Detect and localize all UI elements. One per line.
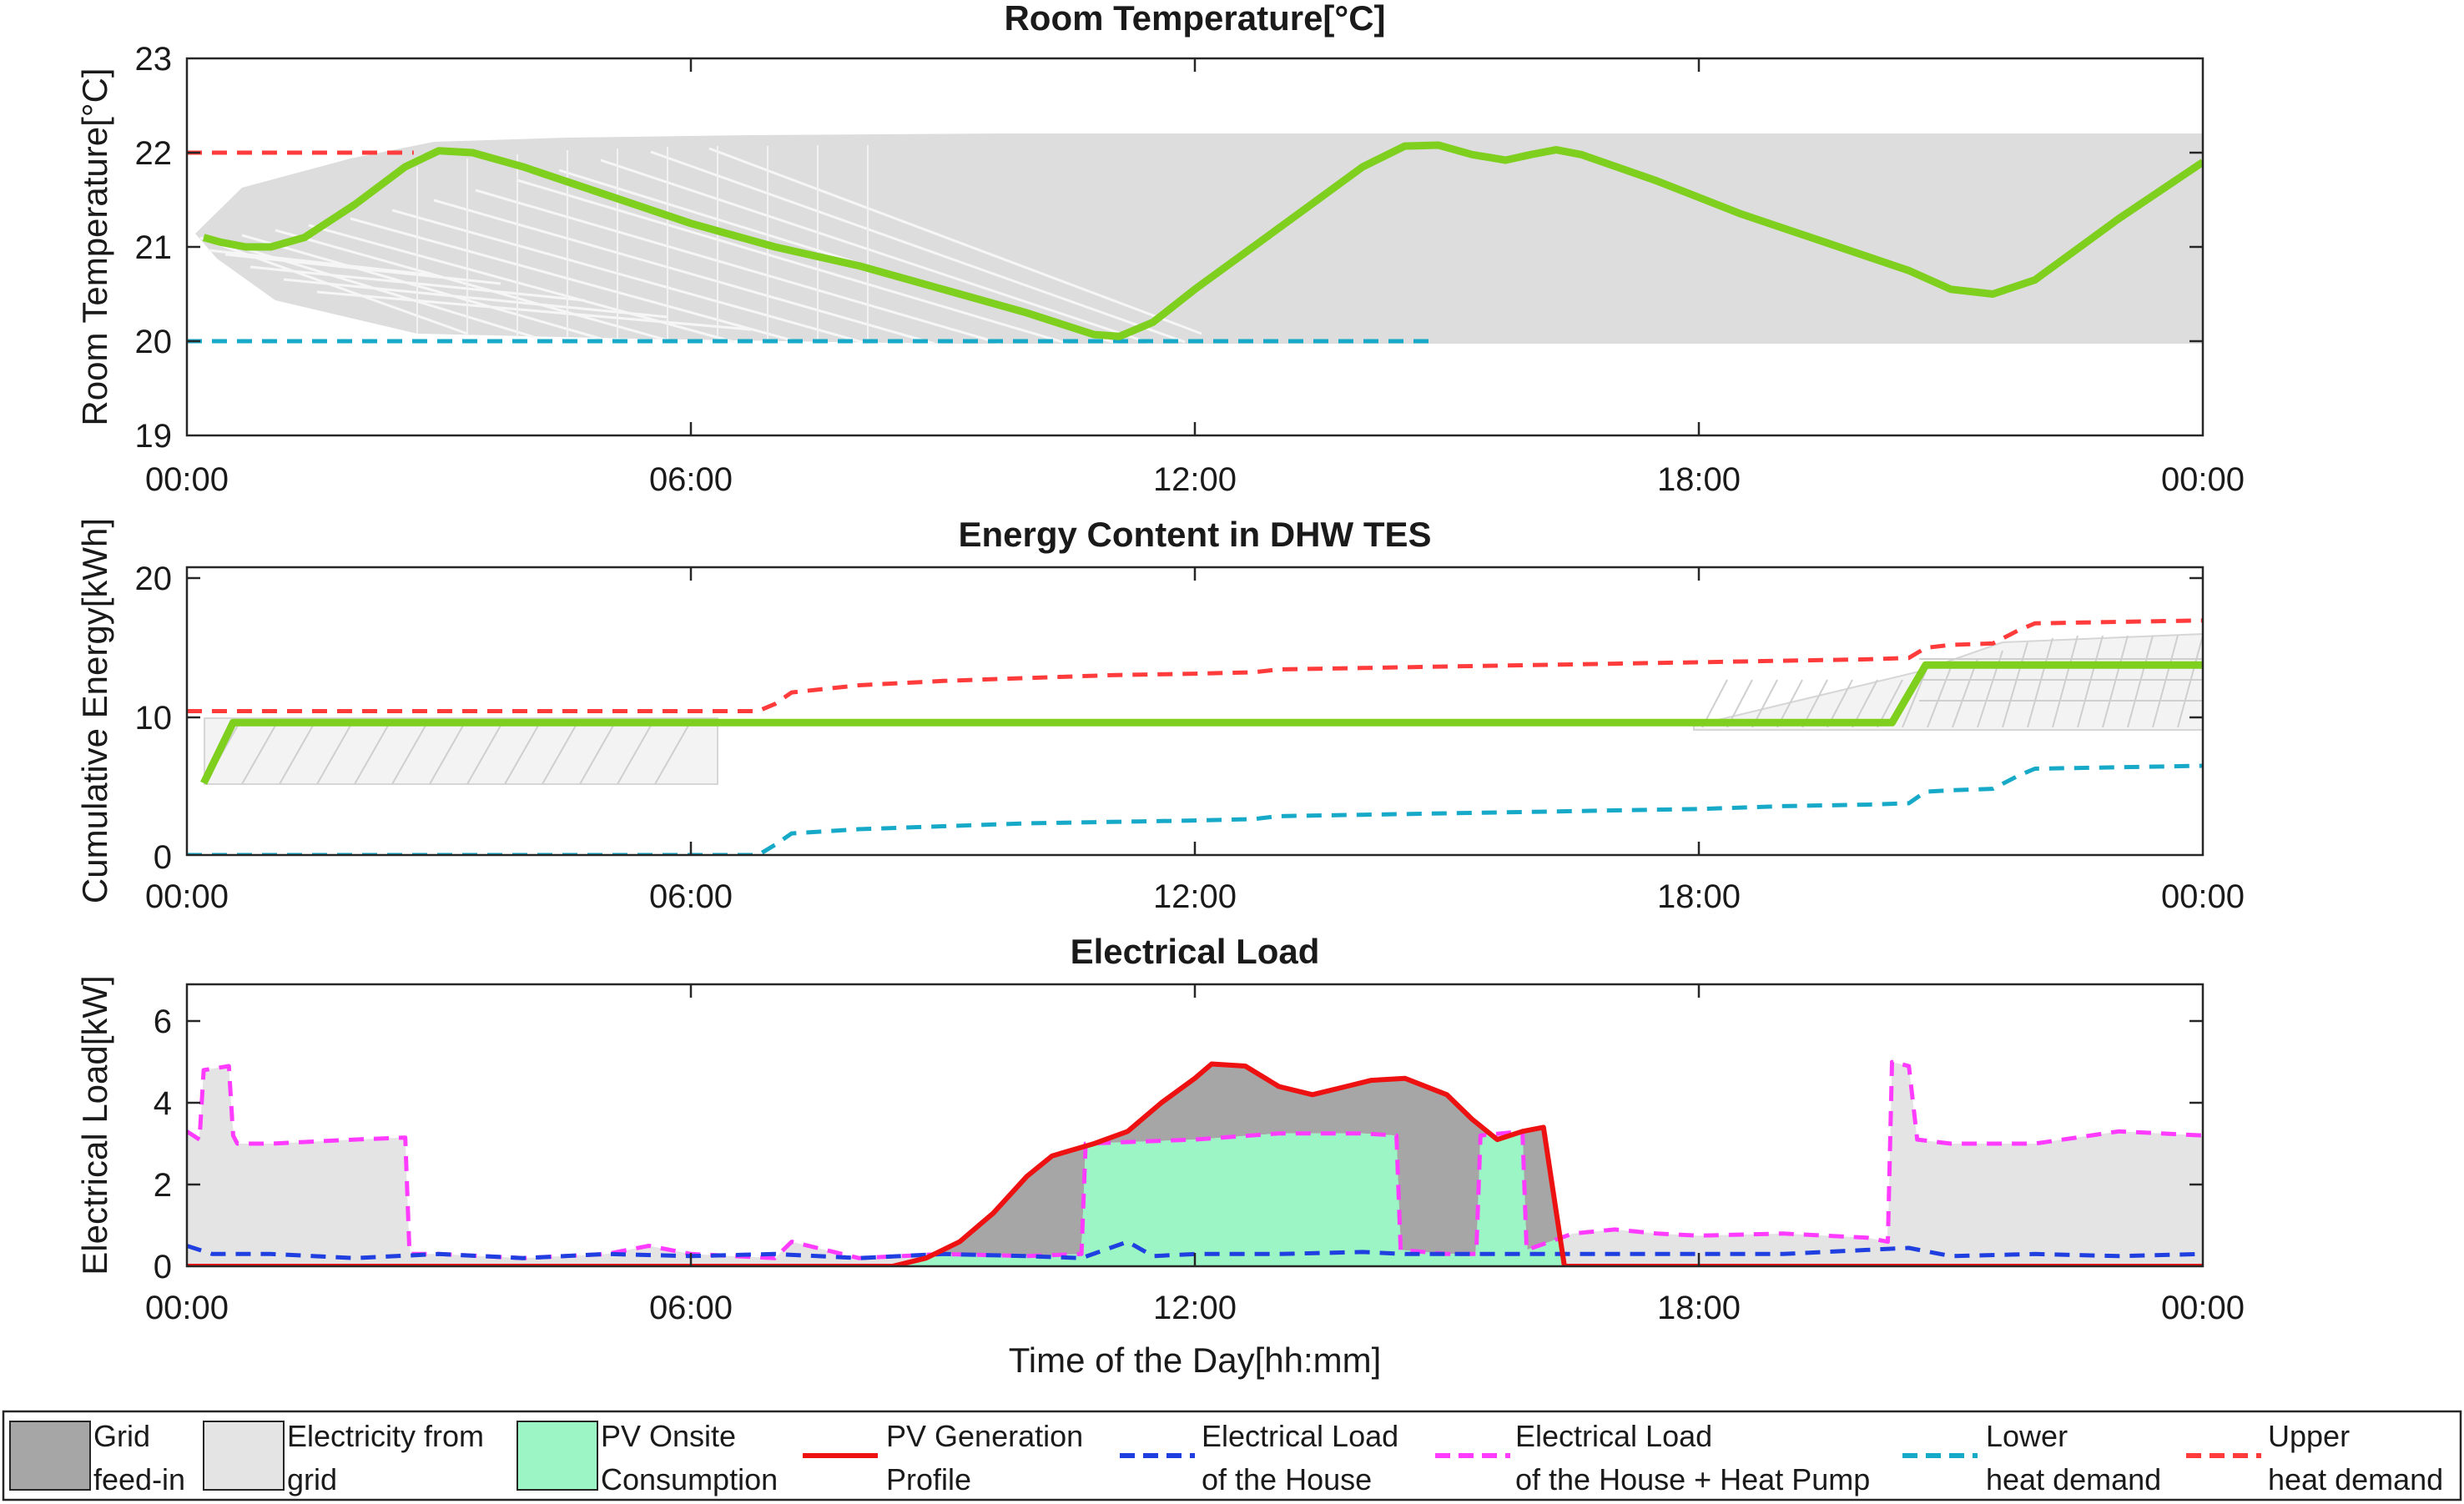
y-tick-label: 21	[135, 229, 173, 266]
legend-label-line2: of the House	[1202, 1462, 1372, 1496]
electrical-load-x-tick-labels: 00:00 06:00 12:00 18:00 00:00	[145, 1290, 2245, 1326]
legend-label-line1: Lower	[1986, 1419, 2068, 1453]
temperature-scenario-band	[195, 133, 2203, 344]
room-temperature-lines	[187, 141, 2203, 344]
legend-item-electricity-from-grid: Electricity from grid	[203, 1419, 484, 1496]
electrical-load-title: Electrical Load	[1071, 932, 1320, 971]
legend-item-pv-generation-profile: PV Generation Profile	[803, 1419, 1083, 1496]
room-temperature-envelope	[195, 133, 2203, 345]
legend: Grid feed-in Electricity from grid PV On…	[2, 1410, 2462, 1501]
series-2-line	[202, 141, 2203, 340]
x-tick-label: 06:00	[649, 878, 733, 915]
y-tick-label: 20	[135, 561, 173, 597]
electrical-load-lines	[187, 1059, 2203, 1266]
legend-box	[2, 1410, 2462, 1501]
x-tick-label: 18:00	[1657, 878, 1741, 915]
legend-label-line1: Upper	[2268, 1419, 2350, 1453]
room-temperature-y-axis-label: Room Temperature[°C]	[75, 68, 114, 425]
legend-item-lower-heat-demand: Lower heat demand	[1902, 1419, 2161, 1496]
legend-label-line1: Electricity from	[287, 1419, 484, 1453]
grid-feed-in-swatch	[9, 1421, 91, 1491]
electrical-load-y-tick-labels: 6 4 2 0	[154, 1004, 172, 1285]
y-tick-label: 22	[135, 135, 173, 172]
electrical-load-y-axis-label: Electrical Load[kW]	[75, 975, 114, 1275]
series-2-line	[200, 661, 2203, 785]
electrical-load-ticks	[187, 984, 2203, 1266]
y-tick-label: 6	[154, 1004, 172, 1040]
y-tick-label: 10	[135, 700, 173, 737]
dhw-tes-lines	[187, 618, 2203, 855]
grid-feed-in-area	[187, 1062, 2203, 1259]
room-temperature-x-tick-labels: 00:00 06:00 12:00 18:00 00:00	[145, 461, 2245, 498]
x-tick-label: 00:00	[2161, 878, 2245, 915]
legend-label-line1: PV Onsite	[601, 1419, 736, 1453]
x-tick-label: 00:00	[2161, 1290, 2245, 1326]
lower-heat-demand-line	[187, 763, 2203, 855]
room-temperature-y-tick-labels: 23 22 21 20 19	[135, 41, 173, 455]
legend-label-line2: Profile	[886, 1462, 971, 1496]
upper-heat-demand-line	[187, 618, 2203, 713]
dhw-late-hatch	[1701, 635, 2203, 728]
legend-item-upper-heat-demand: Upper heat demand	[2186, 1419, 2443, 1496]
y-tick-label: 2	[154, 1167, 172, 1204]
legend-label-line2: grid	[287, 1462, 337, 1496]
legend-label-line2: heat demand	[1986, 1462, 2161, 1496]
pv-generation-profile-line	[187, 1061, 2203, 1266]
dhw-tes-panel: Energy Content in DHW TES 20 10 0 00:00 …	[75, 515, 2245, 915]
legend-label-line2: feed-in	[93, 1462, 185, 1496]
electricity-from-grid-swatch	[203, 1421, 285, 1491]
legend-label-line1: Grid	[93, 1419, 150, 1453]
room-temperature-ticks	[187, 58, 2203, 435]
legend-label-line2: heat demand	[2268, 1462, 2443, 1496]
pv-onsite-consumption-swatch	[516, 1421, 598, 1491]
legend-label-line1: PV Generation	[886, 1419, 1083, 1453]
x-tick-label: 00:00	[145, 878, 229, 915]
y-tick-label: 23	[135, 41, 173, 78]
dhw-late-band	[1693, 632, 2203, 731]
legend-item-pv-onsite-consumption: PV Onsite Consumption	[516, 1419, 778, 1496]
electrical-load-panel: Electrical Load 6 4 2 0 00:00 06:00 12:0…	[75, 932, 2245, 1380]
legend-label-line1: Electrical Load	[1515, 1419, 1712, 1453]
legend-item-grid-feed-in: Grid feed-in	[9, 1419, 185, 1496]
electrical-load-of-the-house-heat-pump-line	[187, 1059, 2203, 1260]
y-tick-label: 4	[154, 1085, 172, 1122]
dhw-tes-title: Energy Content in DHW TES	[959, 515, 1432, 554]
y-tick-label: 0	[154, 839, 172, 876]
x-tick-label: 18:00	[1657, 1290, 1741, 1326]
x-tick-label: 12:00	[1153, 461, 1237, 498]
y-tick-label: 20	[135, 324, 173, 360]
x-tick-label: 18:00	[1657, 461, 1741, 498]
x-tick-label: 06:00	[649, 461, 733, 498]
x-tick-label: 12:00	[1153, 878, 1237, 915]
dhw-tes-ticks	[187, 567, 2203, 855]
legend-label-line2: Consumption	[601, 1462, 778, 1496]
x-tick-label: 06:00	[649, 1290, 733, 1326]
x-tick-label: 00:00	[145, 1290, 229, 1326]
pv-onsite-consumption-area	[187, 1131, 2203, 1266]
legend-item-electrical-load-house: Electrical Load of the House	[1120, 1419, 1398, 1496]
electrical-load-areas	[187, 1062, 2203, 1266]
x-tick-label: 12:00	[1153, 1290, 1237, 1326]
legend-label-line2: of the House + Heat Pump	[1515, 1462, 1870, 1496]
y-tick-label: 0	[154, 1249, 172, 1285]
x-axis-label: Time of the Day[hh:mm]	[1009, 1341, 1382, 1380]
dhw-tes-x-tick-labels: 00:00 06:00 12:00 18:00 00:00	[145, 878, 2245, 915]
dhw-tes-y-tick-labels: 20 10 0	[135, 561, 173, 876]
dhw-tes-y-axis-label: Cumulative Energy[kWh]	[75, 518, 114, 903]
y-tick-label: 19	[135, 418, 173, 455]
x-tick-label: 00:00	[145, 461, 229, 498]
legend-item-electrical-load-house-hp: Electrical Load of the House + Heat Pump	[1435, 1419, 1870, 1496]
room-temperature-panel: Room Temperature[°C] 23 22 21 20 19 00:0…	[75, 0, 2245, 498]
dhw-tes-envelope	[204, 632, 2203, 785]
legend-label-line1: Electrical Load	[1202, 1419, 1398, 1453]
x-tick-label: 00:00	[2161, 461, 2245, 498]
room-temperature-title: Room Temperature[°C]	[1004, 0, 1385, 38]
